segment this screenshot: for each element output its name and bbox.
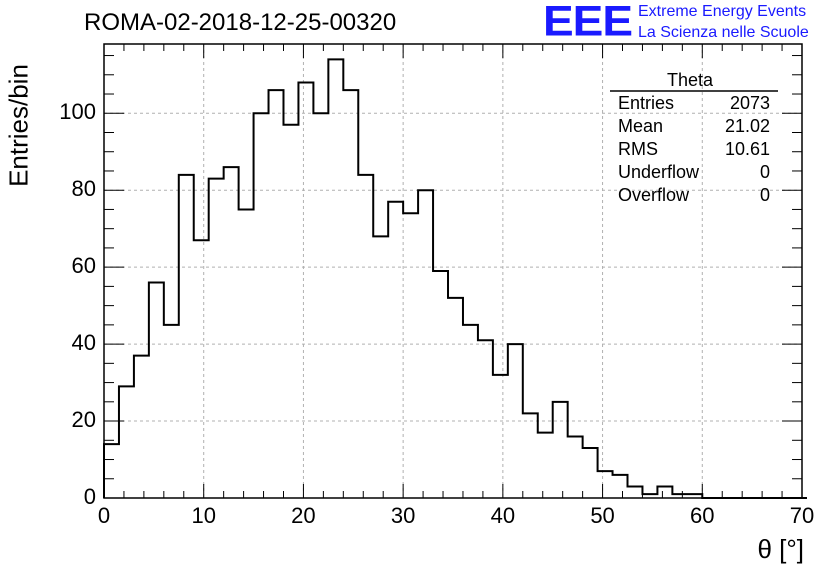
stat-label-overflow: Overflow [618,185,690,205]
x-tick-label: 60 [690,503,715,528]
histogram-bin [328,59,343,498]
y-axis-label: Entries/bin [3,64,34,187]
histogram-bin [493,375,508,498]
x-tick-label: 50 [590,503,615,528]
histogram-bin [448,298,463,498]
histogram-bin [269,90,284,498]
histogram-bin [343,90,358,498]
histogram-bin [313,113,328,498]
x-axis-label: θ [°] [757,534,804,564]
stat-value-entries: 2073 [729,93,770,113]
histogram-bin [478,340,493,498]
stat-label-rms: RMS [618,139,658,159]
stats-box-title: Theta [667,70,714,90]
histogram-bin [179,175,194,498]
histogram-bin [433,271,448,498]
histogram-bin [119,386,134,498]
x-tick-label: 20 [291,503,316,528]
histogram-bin [508,344,523,498]
histogram-bin [194,240,209,498]
histogram-bin [104,444,119,498]
y-tick-label: 40 [71,330,96,356]
stat-label-mean: Mean [618,116,664,136]
histogram-bin [209,179,224,498]
histogram-line [103,58,807,499]
histogram-bin [149,283,164,498]
stat-value-rms: 10.61 [724,139,770,159]
histogram-bin [613,475,628,498]
y-tick-label: 80 [71,176,96,202]
x-tick-label: 40 [490,503,516,528]
tagline-line1: Extreme Energy Events [638,3,807,20]
y-tick-label: 100 [59,99,96,125]
histogram-bin [358,175,373,498]
histogram-bin [373,236,388,498]
histogram-bin [164,325,179,498]
histogram-bin [523,413,538,498]
stat-value-overflow: 0 [759,185,770,205]
histogram-bin [568,436,583,498]
plot-frame [103,43,803,499]
y-tick-label: 20 [71,407,96,433]
histogram-bin [388,202,403,498]
eee-logo: EEE [543,0,633,45]
histogram-bin [224,167,239,498]
histogram-bin [403,213,418,498]
histogram-bin [239,209,254,498]
histogram-bin [463,325,478,498]
stat-value-mean: 21.02 [724,116,770,136]
x-tick-label: 0 [97,503,111,528]
tagline-line2: La Scienza nelle Scuole [638,24,809,41]
x-tick-label: 30 [390,503,416,528]
stat-label-entries: Entries [618,93,675,113]
histogram-bin [657,486,672,498]
chart-title: ROMA-02-2018-12-25-00320 [84,9,397,36]
y-tick-label: 60 [71,253,96,279]
histogram-bin [134,356,149,498]
histogram-bin [254,113,269,498]
y-tick-label: 0 [83,484,96,509]
histogram-bin [553,402,568,498]
histogram-bin [418,190,433,498]
x-tick-label: 70 [789,503,815,528]
histogram-bin [538,433,553,498]
histogram-bin [283,125,298,498]
histogram-bin [298,82,313,498]
histogram-bin [583,448,598,498]
histogram-bin [628,486,643,498]
stat-label-underflow: Underflow [618,162,700,182]
histogram-bin [598,471,613,498]
stat-value-underflow: 0 [759,162,770,182]
x-tick-label: 10 [191,503,216,528]
